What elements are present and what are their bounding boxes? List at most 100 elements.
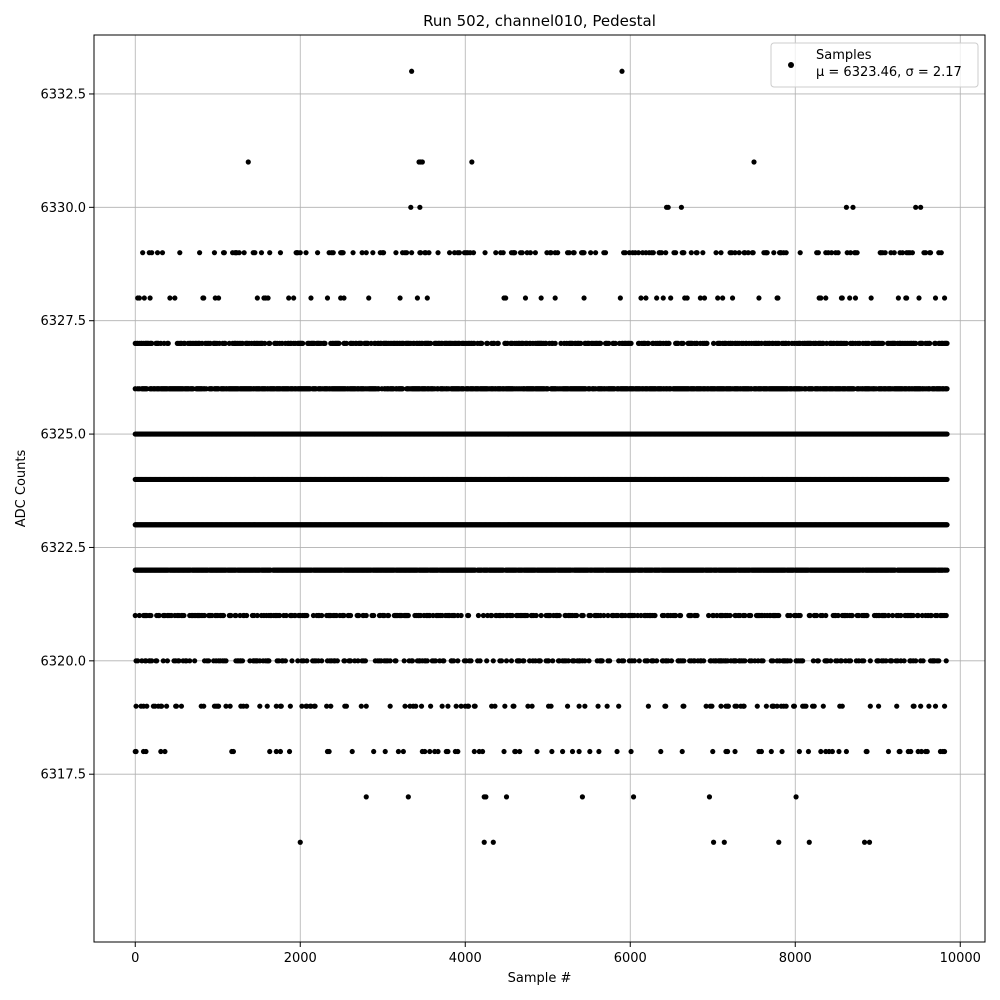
data-point bbox=[441, 658, 447, 664]
data-point bbox=[521, 658, 527, 664]
data-point bbox=[481, 839, 487, 845]
data-point bbox=[387, 703, 393, 709]
data-point bbox=[574, 612, 580, 619]
data-point bbox=[458, 612, 464, 619]
data-point bbox=[586, 658, 592, 664]
data-point bbox=[576, 748, 582, 755]
data-point bbox=[503, 658, 510, 664]
data-point bbox=[176, 658, 182, 664]
data-point bbox=[582, 703, 588, 709]
data-point bbox=[445, 703, 451, 709]
data-point bbox=[701, 658, 707, 664]
data-point bbox=[587, 748, 593, 755]
data-point bbox=[748, 612, 754, 619]
data-point bbox=[847, 658, 854, 664]
data-point bbox=[588, 612, 594, 619]
data-point bbox=[677, 612, 684, 619]
data-point bbox=[324, 703, 330, 709]
data-point bbox=[154, 658, 160, 664]
data-point bbox=[867, 703, 873, 709]
data-point bbox=[706, 794, 713, 800]
data-point bbox=[239, 658, 246, 664]
data-point bbox=[783, 703, 789, 709]
data-point bbox=[776, 839, 782, 845]
data-point bbox=[363, 612, 369, 619]
data-point bbox=[644, 658, 651, 664]
data-point bbox=[267, 748, 273, 755]
data-point bbox=[787, 612, 793, 619]
data-point bbox=[569, 748, 576, 755]
data-point bbox=[156, 612, 162, 619]
data-point bbox=[511, 703, 517, 709]
data-point bbox=[405, 612, 411, 619]
data-point bbox=[220, 612, 227, 619]
data-point bbox=[254, 612, 260, 619]
data-point bbox=[742, 658, 748, 664]
data-point bbox=[770, 658, 776, 664]
data-point bbox=[144, 703, 150, 709]
data-point bbox=[548, 703, 554, 709]
data-point bbox=[814, 612, 820, 619]
data-point bbox=[932, 703, 939, 709]
data-point bbox=[385, 612, 392, 619]
data-point bbox=[779, 748, 785, 755]
data-point bbox=[565, 658, 571, 664]
data-point bbox=[579, 794, 586, 800]
data-point bbox=[277, 612, 283, 619]
data-point bbox=[718, 703, 724, 709]
data-point bbox=[164, 658, 171, 664]
data-point bbox=[483, 794, 489, 800]
data-point bbox=[422, 748, 428, 755]
data-point bbox=[132, 612, 138, 619]
data-point bbox=[861, 839, 868, 845]
data-point bbox=[524, 612, 530, 619]
data-point bbox=[445, 748, 451, 755]
data-point bbox=[319, 658, 325, 664]
data-point bbox=[774, 703, 780, 709]
data-point bbox=[898, 612, 904, 619]
data-point bbox=[215, 703, 222, 709]
data-point bbox=[472, 703, 478, 709]
data-point bbox=[133, 748, 139, 755]
data-point bbox=[936, 658, 942, 664]
data-point bbox=[455, 748, 461, 755]
data-point bbox=[319, 612, 325, 619]
data-point bbox=[725, 703, 732, 709]
data-point bbox=[427, 748, 433, 755]
data-point bbox=[356, 612, 362, 619]
data-point bbox=[295, 658, 301, 664]
data-point bbox=[508, 658, 515, 664]
data-point bbox=[776, 612, 782, 619]
data-point bbox=[741, 703, 747, 709]
data-point bbox=[349, 748, 355, 755]
data-point bbox=[582, 658, 588, 664]
data-point bbox=[363, 703, 369, 709]
data-point bbox=[864, 612, 870, 619]
data-point bbox=[223, 703, 229, 709]
data-point bbox=[668, 658, 675, 664]
data-point bbox=[839, 703, 845, 709]
data-point bbox=[341, 612, 347, 619]
data-point bbox=[897, 748, 903, 755]
data-point bbox=[371, 612, 377, 619]
data-point bbox=[334, 658, 340, 664]
data-point bbox=[734, 703, 740, 709]
data-point bbox=[342, 658, 348, 664]
data-point bbox=[621, 658, 627, 664]
data-point bbox=[654, 658, 660, 664]
data-point bbox=[791, 703, 798, 709]
data-point bbox=[326, 748, 332, 755]
data-point bbox=[605, 612, 611, 619]
data-point bbox=[797, 612, 803, 619]
data-point bbox=[393, 658, 399, 664]
data-point bbox=[501, 748, 507, 755]
data-point bbox=[796, 748, 802, 755]
data-point bbox=[490, 839, 496, 845]
data-point bbox=[405, 794, 411, 800]
data-point bbox=[148, 612, 154, 619]
data-point bbox=[941, 703, 948, 709]
data-point bbox=[201, 612, 208, 619]
data-point bbox=[401, 658, 407, 664]
data-point bbox=[727, 612, 733, 619]
data-point bbox=[943, 612, 949, 619]
